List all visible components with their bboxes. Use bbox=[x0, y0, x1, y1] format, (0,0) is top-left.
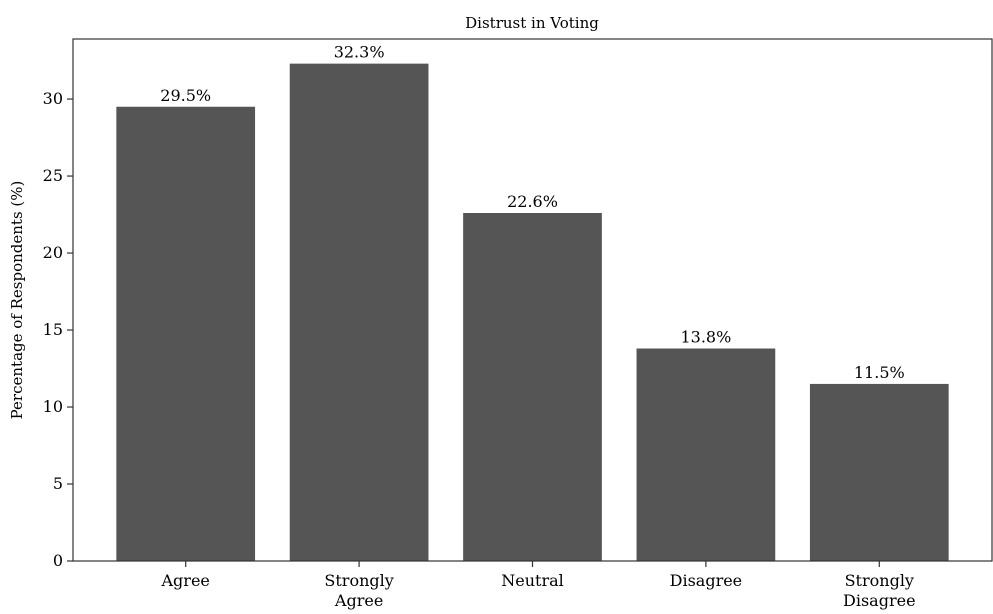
bar-value-label: 32.3% bbox=[334, 43, 385, 62]
bar bbox=[289, 63, 429, 561]
y-tick-label: 0 bbox=[53, 551, 63, 570]
y-tick-label: 5 bbox=[53, 474, 63, 493]
x-tick-label: Agree bbox=[161, 571, 210, 590]
x-tick-label: Neutral bbox=[501, 571, 564, 590]
bar-value-label: 11.5% bbox=[854, 363, 905, 382]
plot-area-frame bbox=[72, 38, 993, 562]
chart-title: Distrust in Voting bbox=[465, 14, 599, 32]
y-axis-label: Percentage of Respondents (%) bbox=[8, 181, 26, 420]
bar bbox=[116, 106, 256, 562]
x-tick-label: Strongly Disagree bbox=[843, 571, 916, 610]
y-tick-label: 15 bbox=[43, 320, 63, 339]
y-tick-label: 30 bbox=[43, 89, 63, 108]
bar-value-label: 13.8% bbox=[680, 328, 731, 347]
bar bbox=[636, 348, 776, 561]
bar-value-label: 22.6% bbox=[507, 192, 558, 211]
bar bbox=[463, 213, 602, 561]
x-tick-label: Strongly Agree bbox=[324, 571, 393, 610]
x-axis-ticks: Agree Strongly Agree Neutral Disagree Strongl… bbox=[161, 561, 916, 610]
bars bbox=[116, 63, 949, 562]
y-tick-label: 25 bbox=[43, 166, 63, 185]
bar-value-label: 29.5% bbox=[160, 86, 211, 105]
x-tick-label: Disagree bbox=[670, 571, 743, 590]
y-axis-ticks: 0 5 10 15 20 25 30 bbox=[43, 89, 73, 570]
y-tick-label: 10 bbox=[43, 397, 63, 416]
bar bbox=[809, 383, 949, 561]
y-tick-label: 20 bbox=[43, 243, 63, 262]
bar-value-labels: 29.5% 32.3% 22.6% 13.8% 11.5% bbox=[160, 43, 904, 382]
